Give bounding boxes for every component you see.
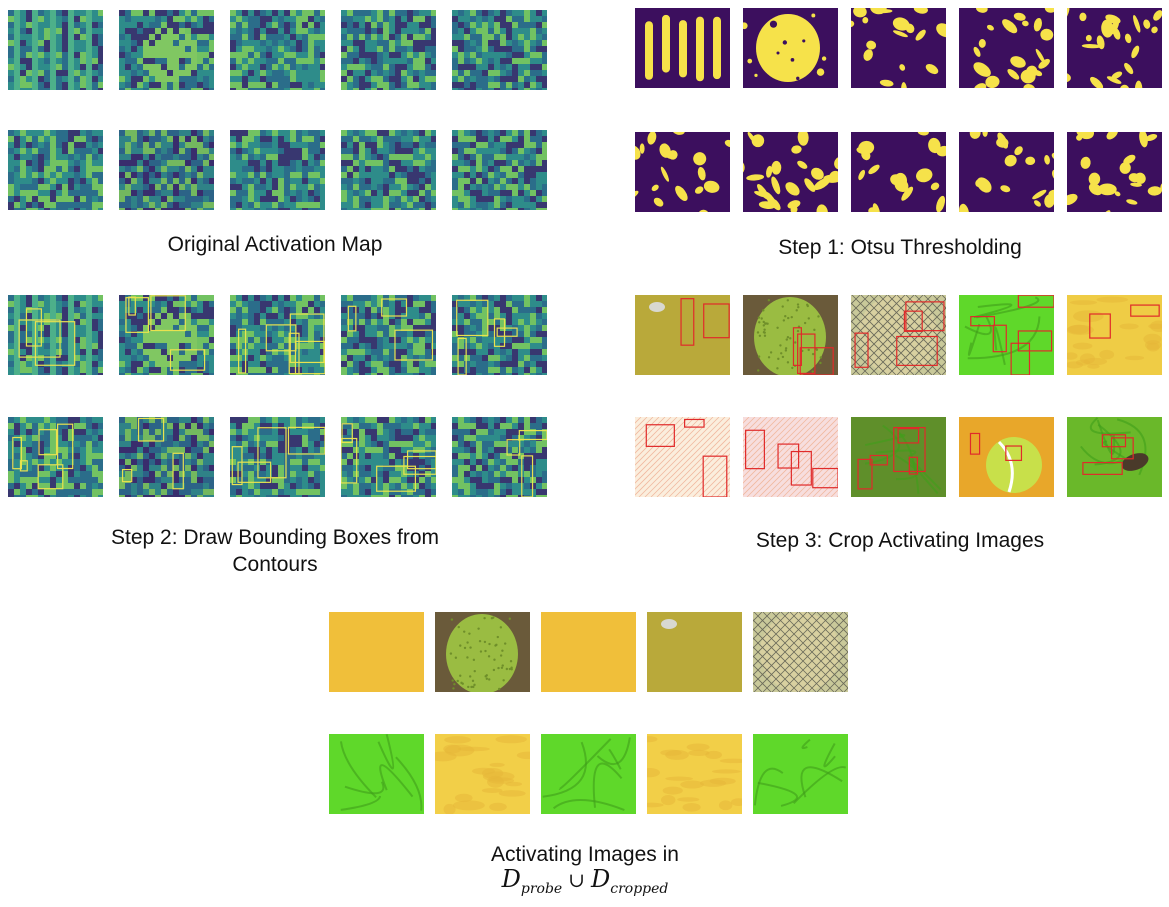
crop-tile-6: [635, 417, 730, 497]
result-tile-2: [435, 612, 530, 692]
result-tile-8: [541, 734, 636, 814]
result-tile-5: [753, 612, 848, 692]
crop-tile-5: [1067, 295, 1162, 375]
result-tile-3: [541, 612, 636, 692]
activation-map-tile-1: [8, 10, 103, 90]
crop-tile-8: [851, 417, 946, 497]
caption-original: Original Activation Map: [167, 233, 383, 256]
bbox-tile-8: [230, 417, 325, 497]
activation-map-tile-3: [230, 10, 325, 90]
formula-right-sub: cropped: [610, 880, 669, 897]
result-tile-9: [647, 734, 742, 814]
crop-tile-9: [959, 417, 1054, 497]
otsu-tile-2: [743, 8, 838, 88]
result-tile-1: [329, 612, 424, 692]
bbox-tile-1: [8, 295, 103, 375]
caption-result-line1: Activating Images in: [491, 843, 679, 866]
otsu-tile-3: [851, 8, 946, 88]
activation-map-tile-8: [230, 130, 325, 210]
otsu-tile-4: [959, 8, 1054, 88]
otsu-tile-5: [1067, 8, 1162, 88]
activation-map-tile-2: [119, 10, 214, 90]
caption-crop: Step 3: Crop Activating Images: [755, 529, 1045, 552]
union-symbol: ∪: [568, 868, 585, 892]
formula-right: D: [590, 865, 611, 893]
crop-tile-4: [959, 295, 1054, 375]
activation-map-tile-10: [452, 130, 547, 210]
caption-bbox-line2: Contours: [232, 553, 318, 576]
otsu-tile-9: [959, 132, 1054, 212]
activation-map-tile-9: [341, 130, 436, 210]
bbox-tile-4: [341, 295, 436, 375]
bbox-tile-2: [119, 295, 214, 375]
otsu-tile-6: [635, 132, 730, 212]
result-tile-10: [753, 734, 848, 814]
crop-tile-10: [1067, 417, 1162, 497]
bbox-tile-7: [119, 417, 214, 497]
activation-map-tile-5: [452, 10, 547, 90]
result-tile-7: [435, 734, 530, 814]
crop-tile-2: [743, 295, 838, 375]
otsu-tile-1: [635, 8, 730, 88]
bbox-tile-10: [452, 417, 547, 497]
bbox-tile-9: [341, 417, 436, 497]
caption-otsu: Step 1: Otsu Thresholding: [778, 236, 1022, 259]
caption-bbox-line1: Step 2: Draw Bounding Boxes from: [110, 526, 439, 549]
bbox-tile-6: [8, 417, 103, 497]
activation-map-tile-6: [8, 130, 103, 210]
formula-left: D: [501, 865, 521, 893]
crop-tile-7: [743, 417, 838, 497]
result-tile-6: [329, 734, 424, 814]
formula-left-sub: probe: [520, 880, 563, 897]
bbox-tile-3: [230, 295, 325, 375]
activation-map-tile-4: [341, 10, 436, 90]
otsu-tile-8: [851, 132, 946, 212]
result-tile-4: [647, 612, 742, 692]
otsu-tile-10: [1067, 132, 1162, 212]
crop-tile-3: [851, 295, 946, 375]
crop-tile-1: [635, 295, 730, 375]
bbox-tile-5: [452, 295, 547, 375]
caption-result-formula: Dprobe ∪ Dcropped: [380, 866, 790, 900]
activation-map-tile-7: [119, 130, 214, 210]
otsu-tile-7: [743, 132, 838, 212]
